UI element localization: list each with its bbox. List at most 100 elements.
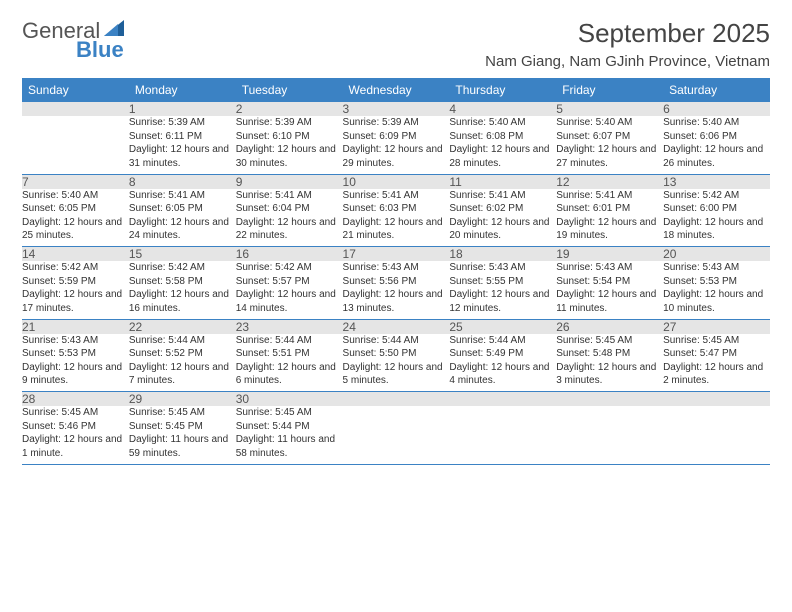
day-cell: Sunrise: 5:41 AMSunset: 6:04 PMDaylight:… (236, 189, 343, 247)
day-number-row: 21222324252627 (22, 319, 770, 334)
day-number (22, 102, 129, 116)
day-header: Thursday (449, 78, 556, 102)
day-number: 15 (129, 247, 236, 262)
day-cell (663, 406, 770, 464)
sunrise-text: Sunrise: 5:40 AM (449, 116, 556, 130)
day-number: 6 (663, 102, 770, 116)
logo: General Blue (22, 18, 126, 44)
daylight-text: Daylight: 12 hours and 2 minutes. (663, 361, 770, 388)
sunrise-text: Sunrise: 5:44 AM (236, 334, 343, 348)
day-number (663, 392, 770, 407)
day-header: Saturday (663, 78, 770, 102)
daylight-text: Daylight: 12 hours and 17 minutes. (22, 288, 129, 315)
day-number-row: 282930 (22, 392, 770, 407)
logo-text-2: Blue (76, 37, 124, 63)
day-number: 11 (449, 174, 556, 189)
sunset-text: Sunset: 5:47 PM (663, 347, 770, 361)
day-number: 10 (343, 174, 450, 189)
day-cell: Sunrise: 5:45 AMSunset: 5:48 PMDaylight:… (556, 334, 663, 392)
day-detail-row: Sunrise: 5:43 AMSunset: 5:53 PM Daylight:… (22, 334, 770, 392)
day-number: 22 (129, 319, 236, 334)
day-cell: Sunrise: 5:43 AMSunset: 5:54 PMDaylight:… (556, 261, 663, 319)
day-cell: Sunrise: 5:42 AMSunset: 6:00 PMDaylight:… (663, 189, 770, 247)
day-cell: Sunrise: 5:42 AMSunset: 5:57 PMDaylight:… (236, 261, 343, 319)
day-cell (449, 406, 556, 464)
sunrise-text: Sunrise: 5:42 AM (129, 261, 236, 275)
sunset-text: Sunset: 5:46 PM (22, 420, 129, 434)
day-number: 18 (449, 247, 556, 262)
location: Nam Giang, Nam GJinh Province, Vietnam (485, 53, 770, 70)
sunrise-text: Sunrise: 5:45 AM (556, 334, 663, 348)
day-header: Tuesday (236, 78, 343, 102)
day-cell: Sunrise: 5:45 AMSunset: 5:45 PMDaylight:… (129, 406, 236, 464)
calendar-table: SundayMondayTuesdayWednesdayThursdayFrid… (22, 78, 770, 465)
day-cell: Sunrise: 5:44 AMSunset: 5:52 PMDaylight:… (129, 334, 236, 392)
daylight-text: Daylight: 12 hours and 18 minutes. (663, 216, 770, 243)
day-number: 16 (236, 247, 343, 262)
day-number: 23 (236, 319, 343, 334)
day-number-row: 78910111213 (22, 174, 770, 189)
day-cell: Sunrise: 5:45 AMSunset: 5:46 PMDaylight:… (22, 406, 129, 464)
sunset-text: Sunset: 5:54 PM (556, 275, 663, 289)
daylight-text: Daylight: 12 hours and 14 minutes. (236, 288, 343, 315)
day-cell: Sunrise: 5:42 AMSunset: 5:59 PMDaylight:… (22, 261, 129, 319)
day-number: 17 (343, 247, 450, 262)
daylight-text: Daylight: 12 hours and 29 minutes. (343, 143, 450, 170)
day-header: Wednesday (343, 78, 450, 102)
day-cell (22, 116, 129, 174)
sunrise-text: Sunrise: 5:40 AM (22, 189, 129, 203)
daylight-text: Daylight: 12 hours and 20 minutes. (449, 216, 556, 243)
sunset-text: Sunset: 6:08 PM (449, 130, 556, 144)
day-number: 8 (129, 174, 236, 189)
sunrise-text: Sunrise: 5:43 AM (22, 334, 129, 348)
sunset-text: Sunset: 6:04 PM (236, 202, 343, 216)
daylight-text: Daylight: 12 hours and 1 minute. (22, 433, 129, 460)
sunset-text: Sunset: 5:52 PM (129, 347, 236, 361)
day-cell: Sunrise: 5:44 AMSunset: 5:51 PMDaylight:… (236, 334, 343, 392)
sunset-text: Sunset: 6:05 PM (22, 202, 129, 216)
sunset-text: Sunset: 6:02 PM (449, 202, 556, 216)
sunrise-text: Sunrise: 5:41 AM (236, 189, 343, 203)
sunrise-text: Sunrise: 5:39 AM (129, 116, 236, 130)
day-number-row: 14151617181920 (22, 247, 770, 262)
daylight-text: Daylight: 12 hours and 19 minutes. (556, 216, 663, 243)
sunset-text: Sunset: 5:57 PM (236, 275, 343, 289)
sunrise-text: Sunrise: 5:44 AM (129, 334, 236, 348)
daylight-text: Daylight: 12 hours and 3 minutes. (556, 361, 663, 388)
day-detail-row: Sunrise: 5:45 AMSunset: 5:46 PMDaylight:… (22, 406, 770, 464)
day-number: 1 (129, 102, 236, 116)
calendar-body: 123456Sunrise: 5:39 AMSunset: 6:11 PMDay… (22, 102, 770, 464)
day-number: 28 (22, 392, 129, 407)
day-cell: Sunrise: 5:44 AMSunset: 5:50 PMDaylight:… (343, 334, 450, 392)
header: General Blue September 2025 Nam Giang, N… (22, 18, 770, 70)
day-cell: Sunrise: 5:40 AMSunset: 6:08 PMDaylight:… (449, 116, 556, 174)
calendar-header-row: SundayMondayTuesdayWednesdayThursdayFrid… (22, 78, 770, 102)
daylight-text: Daylight: 12 hours and 24 minutes. (129, 216, 236, 243)
day-cell: Sunrise: 5:40 AMSunset: 6:05 PMDaylight:… (22, 189, 129, 247)
daylight-text: Daylight: 12 hours and 10 minutes. (663, 288, 770, 315)
daylight-text: Daylight: 12 hours and 21 minutes. (343, 216, 450, 243)
day-number: 26 (556, 319, 663, 334)
day-header: Friday (556, 78, 663, 102)
sunset-text: Sunset: 5:50 PM (343, 347, 450, 361)
day-detail-row: Sunrise: 5:42 AMSunset: 5:59 PMDaylight:… (22, 261, 770, 319)
sunrise-text: Sunrise: 5:41 AM (343, 189, 450, 203)
sunrise-text: Sunrise: 5:40 AM (556, 116, 663, 130)
day-cell: Sunrise: 5:39 AMSunset: 6:10 PMDaylight:… (236, 116, 343, 174)
day-cell: Sunrise: 5:39 AMSunset: 6:09 PMDaylight:… (343, 116, 450, 174)
daylight-text: Daylight: 12 hours and 25 minutes. (22, 216, 129, 243)
sunset-text: Sunset: 5:56 PM (343, 275, 450, 289)
sunset-text: Sunset: 5:53 PM (22, 347, 129, 361)
day-cell: Sunrise: 5:39 AMSunset: 6:11 PMDaylight:… (129, 116, 236, 174)
month-title: September 2025 (485, 18, 770, 49)
day-cell (556, 406, 663, 464)
day-number: 2 (236, 102, 343, 116)
day-number: 19 (556, 247, 663, 262)
daylight-text: Daylight: 12 hours and 11 minutes. (556, 288, 663, 315)
day-number: 9 (236, 174, 343, 189)
sunset-text: Sunset: 6:07 PM (556, 130, 663, 144)
day-header: Sunday (22, 78, 129, 102)
sunset-text: Sunset: 5:51 PM (236, 347, 343, 361)
day-cell: Sunrise: 5:41 AMSunset: 6:02 PMDaylight:… (449, 189, 556, 247)
day-cell: Sunrise: 5:40 AMSunset: 6:07 PMDaylight:… (556, 116, 663, 174)
